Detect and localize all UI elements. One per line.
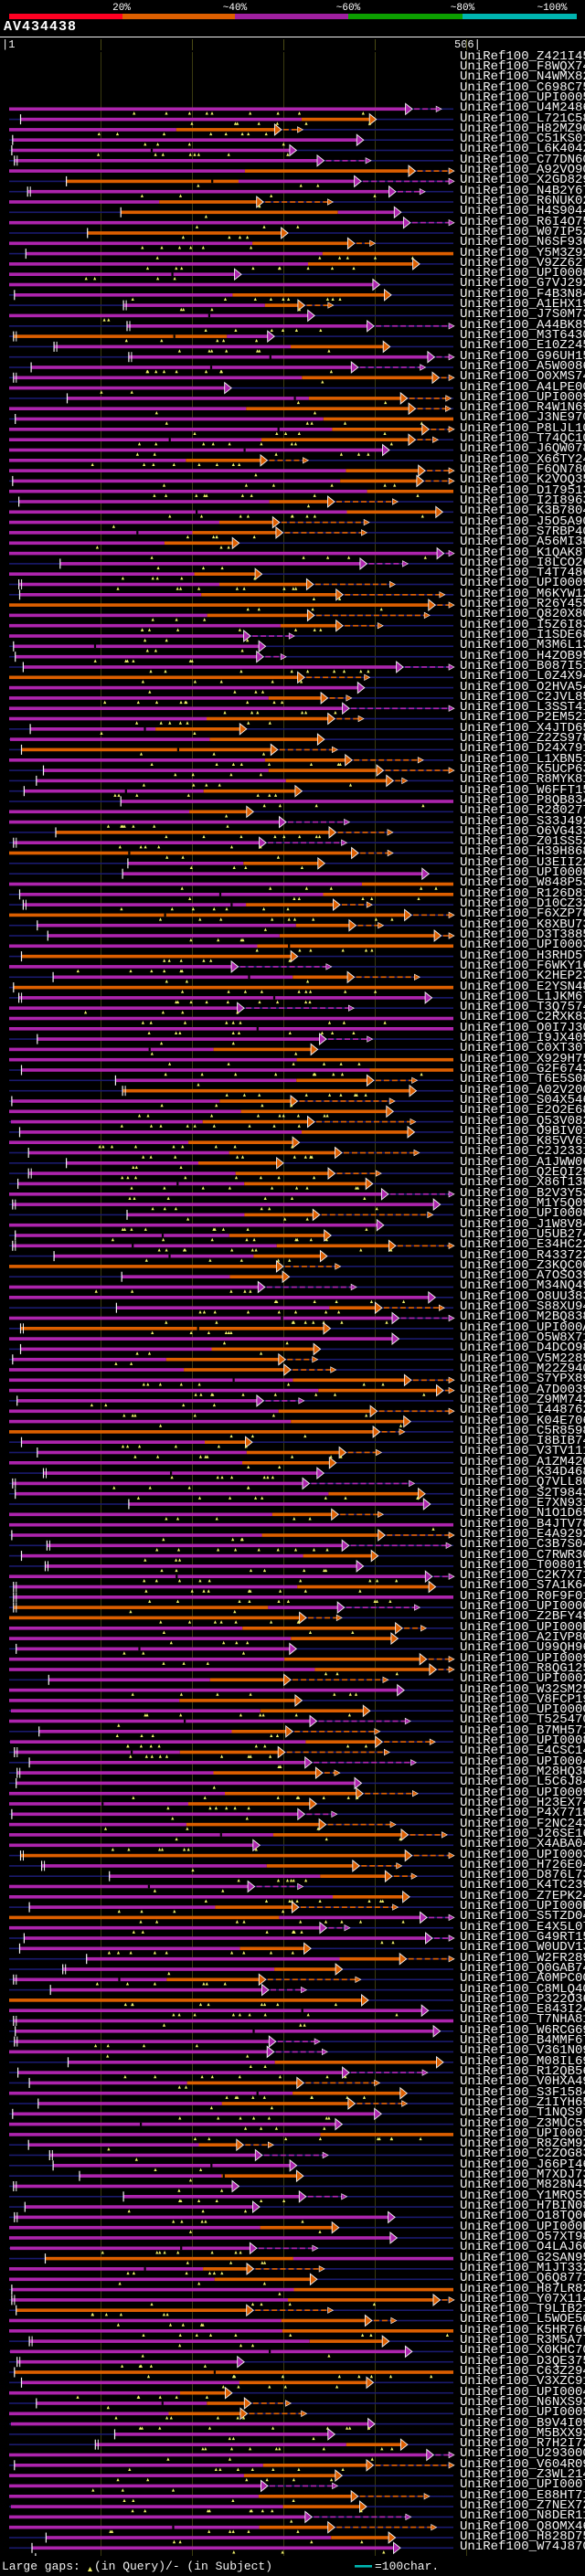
svg-text:(in Query)/- (in Subject): (in Query)/- (in Subject) — [94, 2560, 272, 2573]
svg-text:~60%: ~60% — [336, 3, 361, 14]
svg-text:Large gaps:: Large gaps: — [2, 2560, 80, 2573]
svg-text:|1: |1 — [2, 38, 15, 51]
svg-text:~80%: ~80% — [451, 3, 475, 14]
svg-text:~100%: ~100% — [537, 3, 567, 14]
svg-text:=100char.: =100char. — [375, 2560, 439, 2573]
svg-text:20%: 20% — [112, 3, 131, 14]
svg-text:~40%: ~40% — [223, 3, 248, 14]
